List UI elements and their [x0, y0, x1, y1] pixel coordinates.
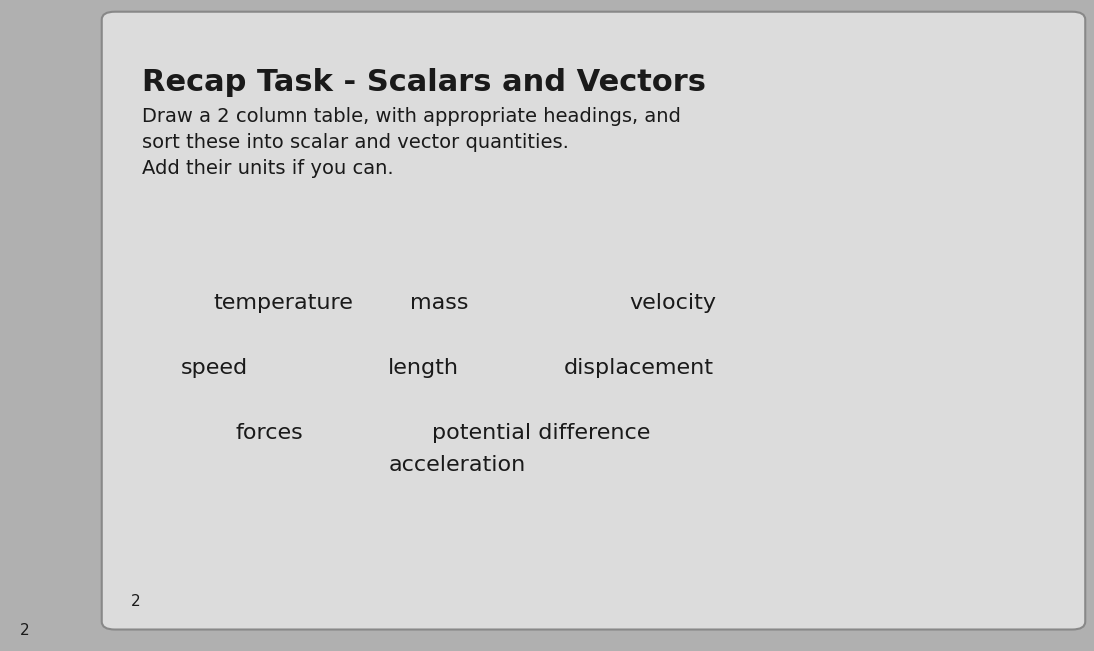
Text: 2: 2	[131, 594, 141, 609]
Text: Recap Task - Scalars and Vectors: Recap Task - Scalars and Vectors	[142, 68, 707, 98]
Text: temperature: temperature	[213, 293, 353, 312]
Text: acceleration: acceleration	[388, 456, 525, 475]
Text: Add their units if you can.: Add their units if you can.	[142, 159, 394, 178]
Text: velocity: velocity	[629, 293, 717, 312]
Text: 2: 2	[20, 623, 30, 638]
Text: displacement: displacement	[563, 358, 713, 378]
Text: forces: forces	[235, 423, 303, 443]
Text: speed: speed	[181, 358, 247, 378]
FancyBboxPatch shape	[102, 12, 1085, 630]
Text: potential difference: potential difference	[432, 423, 651, 443]
Text: length: length	[388, 358, 459, 378]
Text: sort these into scalar and vector quantities.: sort these into scalar and vector quanti…	[142, 133, 569, 152]
Text: mass: mass	[410, 293, 468, 312]
Text: Draw a 2 column table, with appropriate headings, and: Draw a 2 column table, with appropriate …	[142, 107, 682, 126]
